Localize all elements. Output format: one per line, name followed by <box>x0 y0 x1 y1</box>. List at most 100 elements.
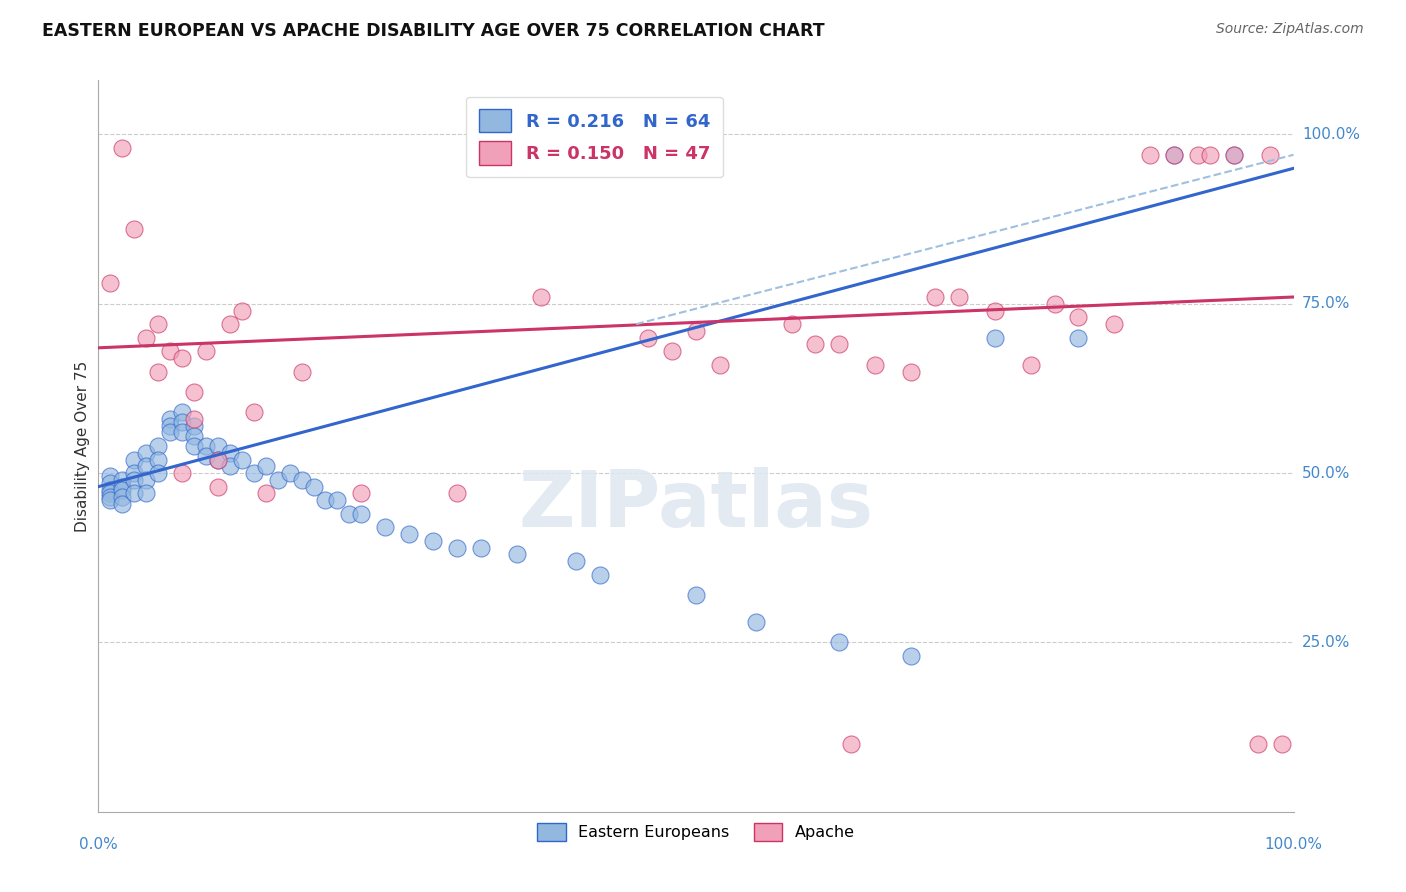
Text: 75.0%: 75.0% <box>1302 296 1350 311</box>
Point <box>135 331 157 345</box>
Point <box>195 344 218 359</box>
Point <box>124 466 146 480</box>
Point <box>98 469 122 483</box>
Point <box>219 459 242 474</box>
Point <box>231 452 253 467</box>
Point <box>804 337 827 351</box>
Point <box>135 473 157 487</box>
Point <box>1223 148 1246 162</box>
Text: 100.0%: 100.0% <box>1264 837 1323 852</box>
Point <box>172 351 194 365</box>
Point <box>1104 317 1126 331</box>
Point <box>148 452 170 467</box>
Point <box>98 277 122 291</box>
Point <box>219 446 242 460</box>
Point <box>183 384 205 399</box>
Point <box>1043 297 1066 311</box>
Point <box>565 554 588 568</box>
Point <box>254 486 277 500</box>
Point <box>1247 737 1270 751</box>
Point <box>195 449 218 463</box>
Text: 25.0%: 25.0% <box>1302 635 1350 650</box>
Point <box>219 317 242 331</box>
Point <box>1139 148 1161 162</box>
Point <box>124 222 146 236</box>
Point <box>195 439 218 453</box>
Point <box>135 446 157 460</box>
Point <box>111 483 134 497</box>
Point <box>1163 148 1185 162</box>
Point <box>530 290 553 304</box>
Point <box>685 324 707 338</box>
Point <box>98 486 122 500</box>
Point <box>207 452 229 467</box>
Point <box>159 344 181 359</box>
Point <box>924 290 946 304</box>
Point <box>506 547 529 561</box>
Point <box>148 317 170 331</box>
Point <box>172 415 194 429</box>
Text: ZIPatlas: ZIPatlas <box>519 467 873 542</box>
Point <box>183 439 205 453</box>
Point <box>111 490 134 504</box>
Point <box>828 337 851 351</box>
Point <box>207 452 229 467</box>
Point <box>470 541 492 555</box>
Y-axis label: Disability Age Over 75: Disability Age Over 75 <box>75 360 90 532</box>
Point <box>398 527 420 541</box>
Point <box>159 418 181 433</box>
Point <box>661 344 683 359</box>
Point <box>1258 148 1281 162</box>
Point <box>148 466 170 480</box>
Point <box>124 486 146 500</box>
Point <box>254 459 277 474</box>
Point <box>98 476 122 491</box>
Point <box>315 493 337 508</box>
Point <box>243 466 266 480</box>
Point <box>326 493 349 508</box>
Point <box>1019 358 1042 372</box>
Point <box>828 635 851 649</box>
Point <box>148 439 170 453</box>
Point <box>291 473 314 487</box>
Text: Source: ZipAtlas.com: Source: ZipAtlas.com <box>1216 22 1364 37</box>
Point <box>339 507 361 521</box>
Point <box>841 737 863 751</box>
Text: 0.0%: 0.0% <box>79 837 118 852</box>
Point <box>1223 148 1246 162</box>
Point <box>111 141 134 155</box>
Text: 50.0%: 50.0% <box>1302 466 1350 481</box>
Point <box>589 567 612 582</box>
Point <box>1187 148 1209 162</box>
Point <box>984 331 1007 345</box>
Point <box>446 541 468 555</box>
Point <box>1067 331 1090 345</box>
Point <box>900 648 922 663</box>
Point <box>1163 148 1185 162</box>
Point <box>135 486 157 500</box>
Point <box>291 364 314 378</box>
Point <box>948 290 970 304</box>
Point <box>111 497 134 511</box>
Point <box>745 615 768 629</box>
Point <box>1067 310 1090 325</box>
Point <box>207 439 229 453</box>
Point <box>865 358 887 372</box>
Point <box>231 303 253 318</box>
Legend: Eastern Europeans, Apache: Eastern Europeans, Apache <box>530 816 862 847</box>
Point <box>685 588 707 602</box>
Point <box>172 425 194 440</box>
Point <box>350 486 373 500</box>
Text: EASTERN EUROPEAN VS APACHE DISABILITY AGE OVER 75 CORRELATION CHART: EASTERN EUROPEAN VS APACHE DISABILITY AG… <box>42 22 825 40</box>
Point <box>709 358 731 372</box>
Point <box>207 480 229 494</box>
Point <box>900 364 922 378</box>
Point <box>183 429 205 443</box>
Point <box>780 317 803 331</box>
Point <box>1199 148 1222 162</box>
Point <box>172 466 194 480</box>
Point <box>98 493 122 508</box>
Point <box>98 490 122 504</box>
Point <box>267 473 290 487</box>
Point <box>446 486 468 500</box>
